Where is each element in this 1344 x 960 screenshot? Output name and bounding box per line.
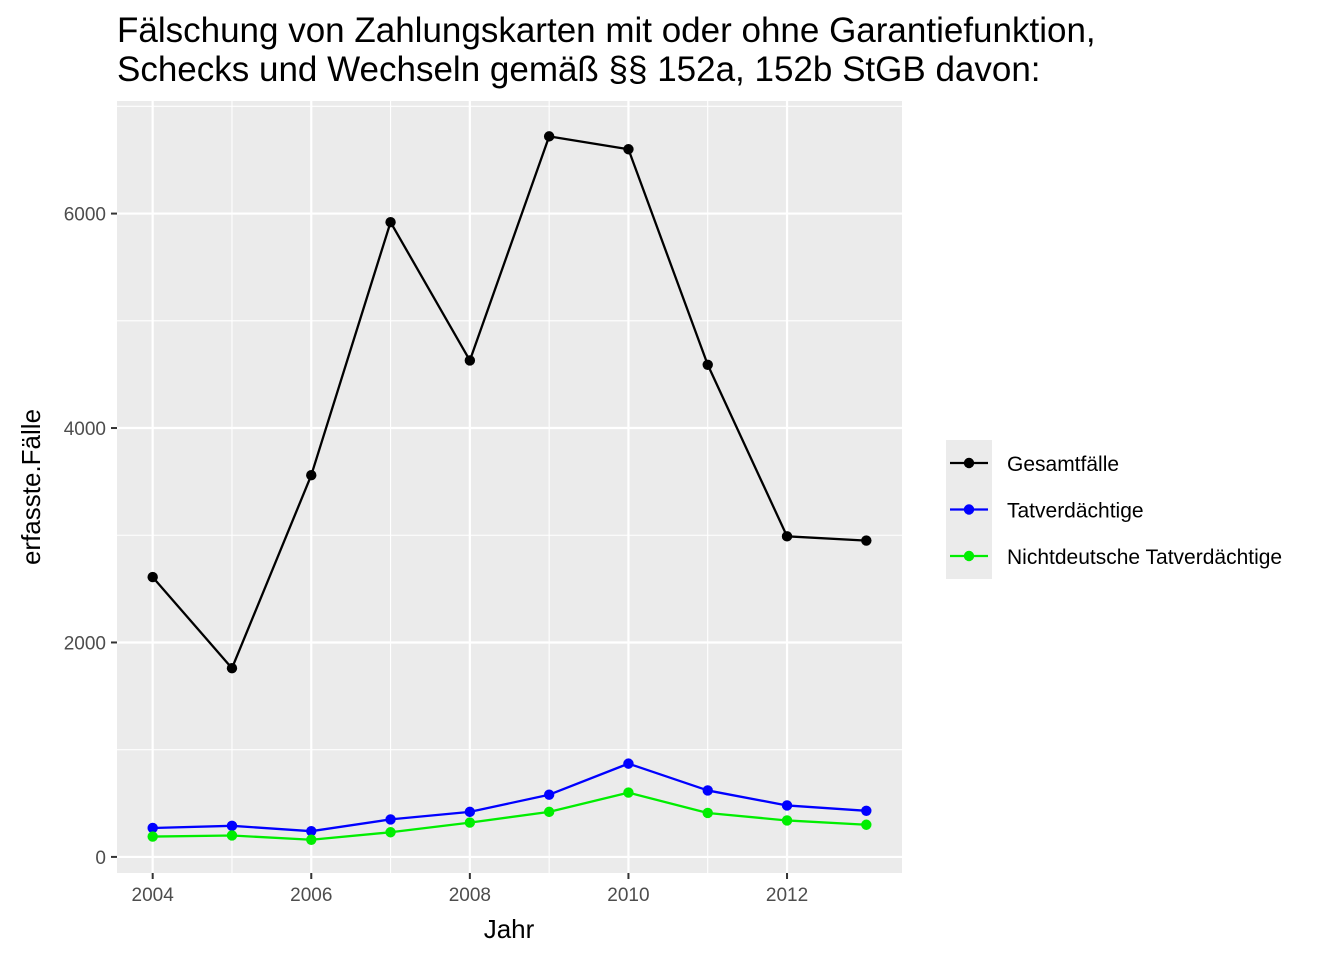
data-point — [861, 805, 872, 817]
data-point — [464, 355, 476, 366]
y-tick-label: 2000 — [64, 633, 106, 654]
data-point — [226, 663, 238, 674]
legend-key-point — [963, 504, 975, 515]
data-point — [464, 817, 476, 828]
data-point — [385, 216, 396, 228]
plot-panel — [117, 101, 902, 873]
data-point — [702, 785, 713, 796]
data-point — [306, 825, 317, 837]
data-point — [543, 806, 555, 818]
data-point — [385, 814, 396, 825]
legend-key-point — [963, 550, 975, 562]
axes: 0 2000 4000 6000 2004 2006 2008 2010 2012 — [64, 205, 808, 906]
x-tick-label: 2008 — [449, 885, 491, 906]
x-tick-label: 2004 — [132, 885, 175, 906]
data-point — [861, 819, 872, 830]
data-point — [781, 800, 793, 811]
x-tick-label: 2006 — [290, 885, 332, 906]
legend-key-point — [963, 457, 975, 469]
data-point — [623, 144, 634, 155]
data-point — [543, 131, 555, 142]
grid-lines — [117, 101, 902, 873]
data-point — [226, 820, 238, 832]
data-point — [861, 535, 872, 546]
x-axis-title: Jahr — [484, 914, 535, 944]
chart-title-line-1: Fälschung von Zahlungskarten mit oder oh… — [117, 11, 1096, 50]
x-tick-label: 2010 — [607, 885, 649, 906]
data-point — [306, 470, 317, 481]
data-point — [147, 831, 158, 842]
data-point — [781, 815, 793, 826]
data-point — [147, 571, 158, 583]
y-tick-label: 4000 — [64, 419, 106, 440]
data-point — [464, 806, 476, 818]
series-2 — [147, 758, 872, 837]
series-line — [152, 762, 867, 833]
series-1 — [147, 131, 872, 674]
chart-title-line-2: Schecks und Wechseln gemäß §§ 152a, 152b… — [117, 50, 1041, 89]
series-3 — [147, 787, 872, 845]
data-point — [385, 827, 396, 838]
data-point — [226, 830, 238, 841]
data-point — [781, 531, 793, 542]
legend-label: Gesamtfälle — [1007, 453, 1119, 476]
data-point — [702, 359, 713, 370]
y-tick-label: 0 — [95, 848, 106, 869]
data-point — [702, 807, 713, 819]
data-point — [543, 789, 555, 800]
y-tick-label: 6000 — [64, 205, 106, 226]
x-tick-label: 2012 — [766, 885, 808, 906]
series-line — [152, 791, 867, 841]
series-line — [151, 135, 867, 670]
y-axis-title: erfasste.Fälle — [16, 409, 46, 565]
data-point — [147, 822, 158, 834]
data-point — [623, 758, 634, 769]
data-point — [306, 834, 317, 845]
data-point — [623, 787, 634, 798]
legend-label: Tatverdächtige — [1007, 500, 1144, 523]
legend: Gesamtfälle Tatverdächtige Nichtdeutsche T… — [950, 453, 1282, 569]
legend-label: Nichtdeutsche Tatverdächtige — [1007, 546, 1282, 569]
series-layer — [147, 131, 872, 845]
